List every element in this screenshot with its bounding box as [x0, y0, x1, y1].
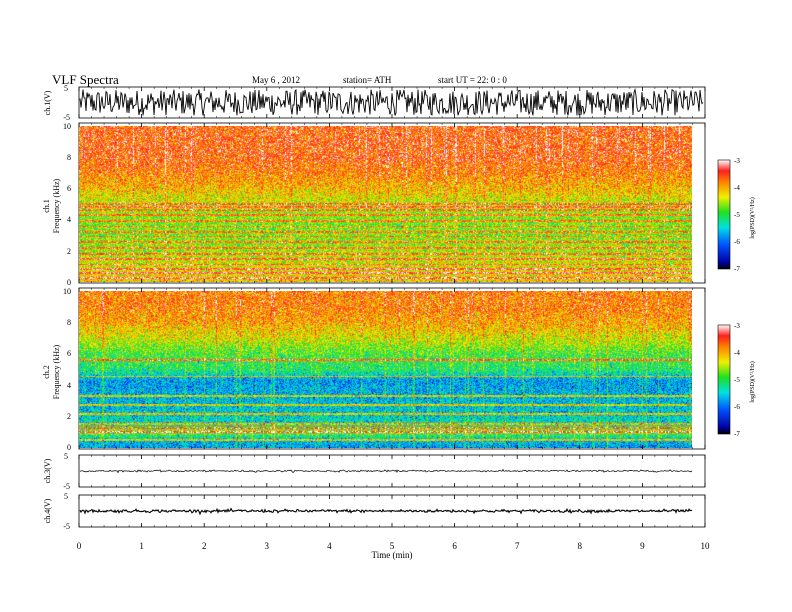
- ch1-colorbar-tick-minus3: -3: [734, 157, 740, 165]
- x-axis-ticks: [78, 87, 706, 527]
- ch2-spectrogram-image: [79, 291, 692, 448]
- ch1-colorbar-tick-minus5: -5: [734, 211, 740, 219]
- x-tick-label-3: 3: [265, 541, 270, 551]
- ch2-colorbar-gradient: [717, 324, 731, 435]
- ch2-spectrogram-y-label-channel: ch.2: [42, 365, 51, 379]
- x-tick-label-4: 4: [327, 541, 332, 551]
- ch3-y-tick-top: 5: [64, 452, 68, 461]
- date-label: May 6 , 2012: [252, 75, 300, 85]
- ch1-waveform-trace: [79, 87, 704, 116]
- ch1-colorbar-gradient: [717, 159, 731, 270]
- ch1-spectrogram-y-label-channel: ch.1: [42, 199, 51, 213]
- ch1-spectrogram-y-label-frequency: Frequency (kHz): [52, 178, 61, 233]
- ch4-y-tick-top: 5: [64, 492, 68, 501]
- ch2-colorbar: -3 -4 -5 -6 -7 log(PSD)(V²/Hz): [717, 322, 756, 438]
- ch1-y-label: ch.1(V): [43, 90, 52, 115]
- ch4-waveform-panel: 5 -5 ch.4(V): [43, 492, 706, 531]
- ch2-colorbar-tick-minus5: -5: [734, 376, 740, 384]
- x-tick-label-9: 9: [640, 541, 645, 551]
- ch2-freq-tick-10: 10: [63, 287, 71, 296]
- ch2-colorbar-tick-minus3: -3: [734, 322, 740, 330]
- station-label: station= ATH: [343, 75, 392, 85]
- x-tick-label-1: 1: [139, 541, 144, 551]
- ch1-freq-tick-2: 2: [67, 247, 71, 256]
- ch2-colorbar-tick-minus6: -6: [734, 403, 740, 411]
- ch2-spectrogram-y-label-frequency: Frequency (kHz): [52, 344, 61, 399]
- ch3-waveform-panel: 5 -5 ch.3(V): [43, 452, 706, 491]
- ch1-colorbar-tick-minus7: -7: [734, 265, 740, 273]
- ch1-colorbar-tick-minus6: -6: [734, 238, 740, 246]
- ch3-waveform-trace: [79, 468, 693, 474]
- ch1-colorbar-label: log(PSD)(V²/Hz): [749, 197, 756, 238]
- ch1-waveform-panel: 5 -5 ch.1(V): [43, 84, 706, 122]
- ch2-freq-tick-8: 8: [67, 318, 71, 327]
- ch2-freq-tick-6: 6: [67, 349, 71, 358]
- ch2-colorbar-tick-minus7: -7: [734, 430, 740, 438]
- ch2-spectrogram-panel: 10 8 6 4 2 0 ch.2 Frequency (kHz): [42, 287, 706, 452]
- ch2-colorbar-label: log(PSD)(V²/Hz): [749, 361, 756, 402]
- start-ut-label: start UT = 22: 0 : 0: [438, 75, 507, 85]
- ch3-y-label: ch.3(V): [43, 458, 52, 483]
- x-tick-label-7: 7: [515, 541, 520, 551]
- x-tick-label-8: 8: [578, 541, 583, 551]
- ch1-spectrogram-panel: 10 8 6 4 2 0 ch.1 Frequency (kHz): [42, 122, 706, 287]
- x-tick-label-6: 6: [452, 541, 457, 551]
- ch2-colorbar-tick-minus4: -4: [734, 349, 740, 357]
- ch2-freq-tick-0: 0: [67, 443, 71, 452]
- ch4-y-tick-bottom: -5: [63, 522, 70, 531]
- ch1-colorbar-tick-minus4: -4: [734, 184, 740, 192]
- ch1-colorbar: -3 -4 -5 -6 -7 log(PSD)(V²/Hz): [717, 157, 756, 273]
- ch1-spectrogram-image: [79, 126, 692, 282]
- x-axis-tick-labels: 0 1 2 3 4 5 6 7 8 9 10: [77, 541, 710, 551]
- ch1-freq-tick-0: 0: [67, 278, 71, 287]
- ch1-freq-tick-6: 6: [67, 184, 71, 193]
- ch4-y-label: ch.4(V): [43, 498, 52, 523]
- ch2-freq-tick-4: 4: [67, 381, 71, 390]
- ch1-freq-tick-4: 4: [67, 215, 71, 224]
- x-tick-label-10: 10: [701, 541, 711, 551]
- x-tick-label-5: 5: [390, 541, 395, 551]
- x-tick-label-2: 2: [202, 541, 207, 551]
- ch1-y-tick-top: 5: [64, 84, 68, 93]
- ch1-freq-tick-8: 8: [67, 153, 71, 162]
- ch4-waveform-trace: [79, 507, 693, 516]
- ch3-y-tick-bottom: -5: [63, 482, 70, 491]
- x-tick-label-0: 0: [77, 541, 82, 551]
- ch1-y-tick-bottom: -5: [63, 113, 70, 122]
- ch1-freq-tick-10: 10: [63, 122, 71, 131]
- ch2-freq-tick-2: 2: [67, 412, 71, 421]
- figure-title: VLF Spectra: [52, 72, 119, 87]
- x-axis-label: Time (min): [372, 550, 413, 560]
